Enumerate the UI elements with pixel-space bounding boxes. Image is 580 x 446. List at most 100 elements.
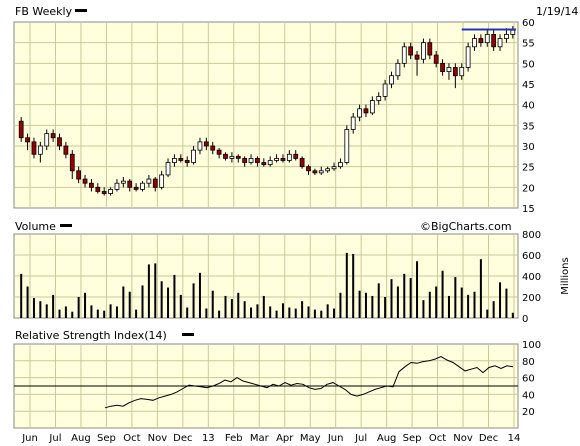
volume-bar [256, 304, 259, 318]
rsi-tick-label: 60 [522, 374, 535, 385]
volume-bar [294, 308, 297, 318]
volume-bar [467, 294, 470, 318]
candle-body [197, 141, 203, 151]
candle-body [376, 96, 382, 101]
candle-body [395, 62, 401, 77]
volume-title: Volume [15, 220, 56, 233]
volume-bar [345, 252, 348, 318]
volume-bar [243, 301, 246, 318]
price-tick-label: 20 [522, 183, 535, 194]
volume-bar [499, 282, 502, 318]
volume-bar [384, 297, 387, 318]
volume-tick-label: 600 [522, 251, 541, 262]
chart-date: 1/19/14 [536, 5, 578, 18]
volume-bar [45, 304, 48, 318]
candle-body [152, 178, 158, 188]
volume-panel-header: Volume ©BigCharts.com [15, 220, 512, 233]
price-tick-label: 40 [522, 101, 535, 112]
price-candles [18, 26, 516, 196]
volume-bar [128, 291, 131, 318]
volume-bar [211, 290, 214, 318]
volume-bar [275, 310, 278, 318]
volume-bar [39, 301, 42, 318]
candle-body [421, 42, 426, 60]
chart-title: FB Weekly [15, 5, 73, 18]
candle-body [76, 170, 82, 180]
volume-bar [313, 309, 316, 318]
candle-body [235, 155, 241, 159]
candle-body [350, 116, 356, 130]
candle-body [210, 145, 216, 151]
volume-bar [64, 306, 67, 318]
volume-bar [90, 305, 93, 318]
volume-bars [20, 252, 514, 318]
candle-body [331, 166, 337, 170]
x-tick-label: Jul [48, 433, 61, 444]
volume-bar [109, 304, 112, 318]
candle-body [478, 38, 484, 44]
rsi-legend-swatch [182, 333, 194, 336]
volume-bar [403, 273, 406, 318]
candle-body [159, 174, 165, 188]
candle-body [382, 83, 388, 97]
candle-body [165, 162, 171, 176]
candle-body [325, 168, 331, 172]
volume-bar [326, 304, 329, 318]
candle-body [95, 186, 101, 192]
candle-body [18, 120, 24, 139]
volume-bar [371, 295, 374, 318]
candle-body [248, 157, 254, 163]
x-tick-label: Sep [97, 433, 116, 444]
volume-bar [358, 290, 361, 318]
x-tick-label: May [300, 433, 321, 444]
candle-body [191, 149, 196, 163]
volume-bar [167, 287, 170, 318]
volume-bar [237, 292, 240, 318]
candle-body [261, 162, 267, 166]
volume-axis: 0 200 400 600 800 [522, 230, 541, 325]
x-tick-label: Nov [148, 433, 168, 444]
volume-bar [262, 295, 265, 318]
price-panel: 15 20 25 30 35 40 45 50 55 60 [13, 18, 535, 215]
volume-bar [96, 309, 99, 318]
candle-body [286, 153, 292, 161]
candle-body [504, 34, 509, 39]
price-tick-label: 55 [522, 39, 535, 50]
volume-bar [447, 295, 450, 318]
candle-body [312, 170, 318, 174]
candle-body [223, 153, 228, 159]
volume-bar [479, 259, 482, 318]
candle-body [274, 157, 279, 161]
volume-bar [147, 264, 150, 318]
volume-bar [492, 301, 495, 318]
candle-body [491, 34, 497, 48]
price-panel-header: FB Weekly 1/19/14 [15, 5, 578, 18]
candle-body [63, 145, 69, 155]
volume-bar [352, 253, 355, 318]
candle-body [37, 145, 43, 155]
volume-bar [281, 303, 284, 318]
rsi-tick-label: 80 [522, 357, 535, 368]
volume-tick-label: 400 [522, 272, 541, 283]
volume-bar [288, 307, 291, 318]
candle-body [280, 157, 286, 161]
candle-body [306, 166, 311, 172]
candle-body [452, 67, 458, 77]
candle-body [433, 54, 439, 64]
candle-body [510, 29, 516, 35]
candle-body [363, 108, 369, 114]
x-tick-label: Dec [173, 433, 192, 444]
volume-gridlines [14, 234, 518, 318]
candle-body [89, 182, 94, 188]
volume-bar [441, 270, 444, 318]
candle-body [69, 153, 75, 172]
candle-body [108, 188, 113, 194]
volume-bar [505, 288, 508, 318]
price-tick-label: 30 [522, 142, 535, 153]
x-tick-label: Mar [250, 433, 270, 444]
volume-bar [77, 297, 80, 318]
candle-body [146, 178, 152, 184]
volume-bar [173, 274, 176, 318]
candle-body [427, 42, 433, 56]
